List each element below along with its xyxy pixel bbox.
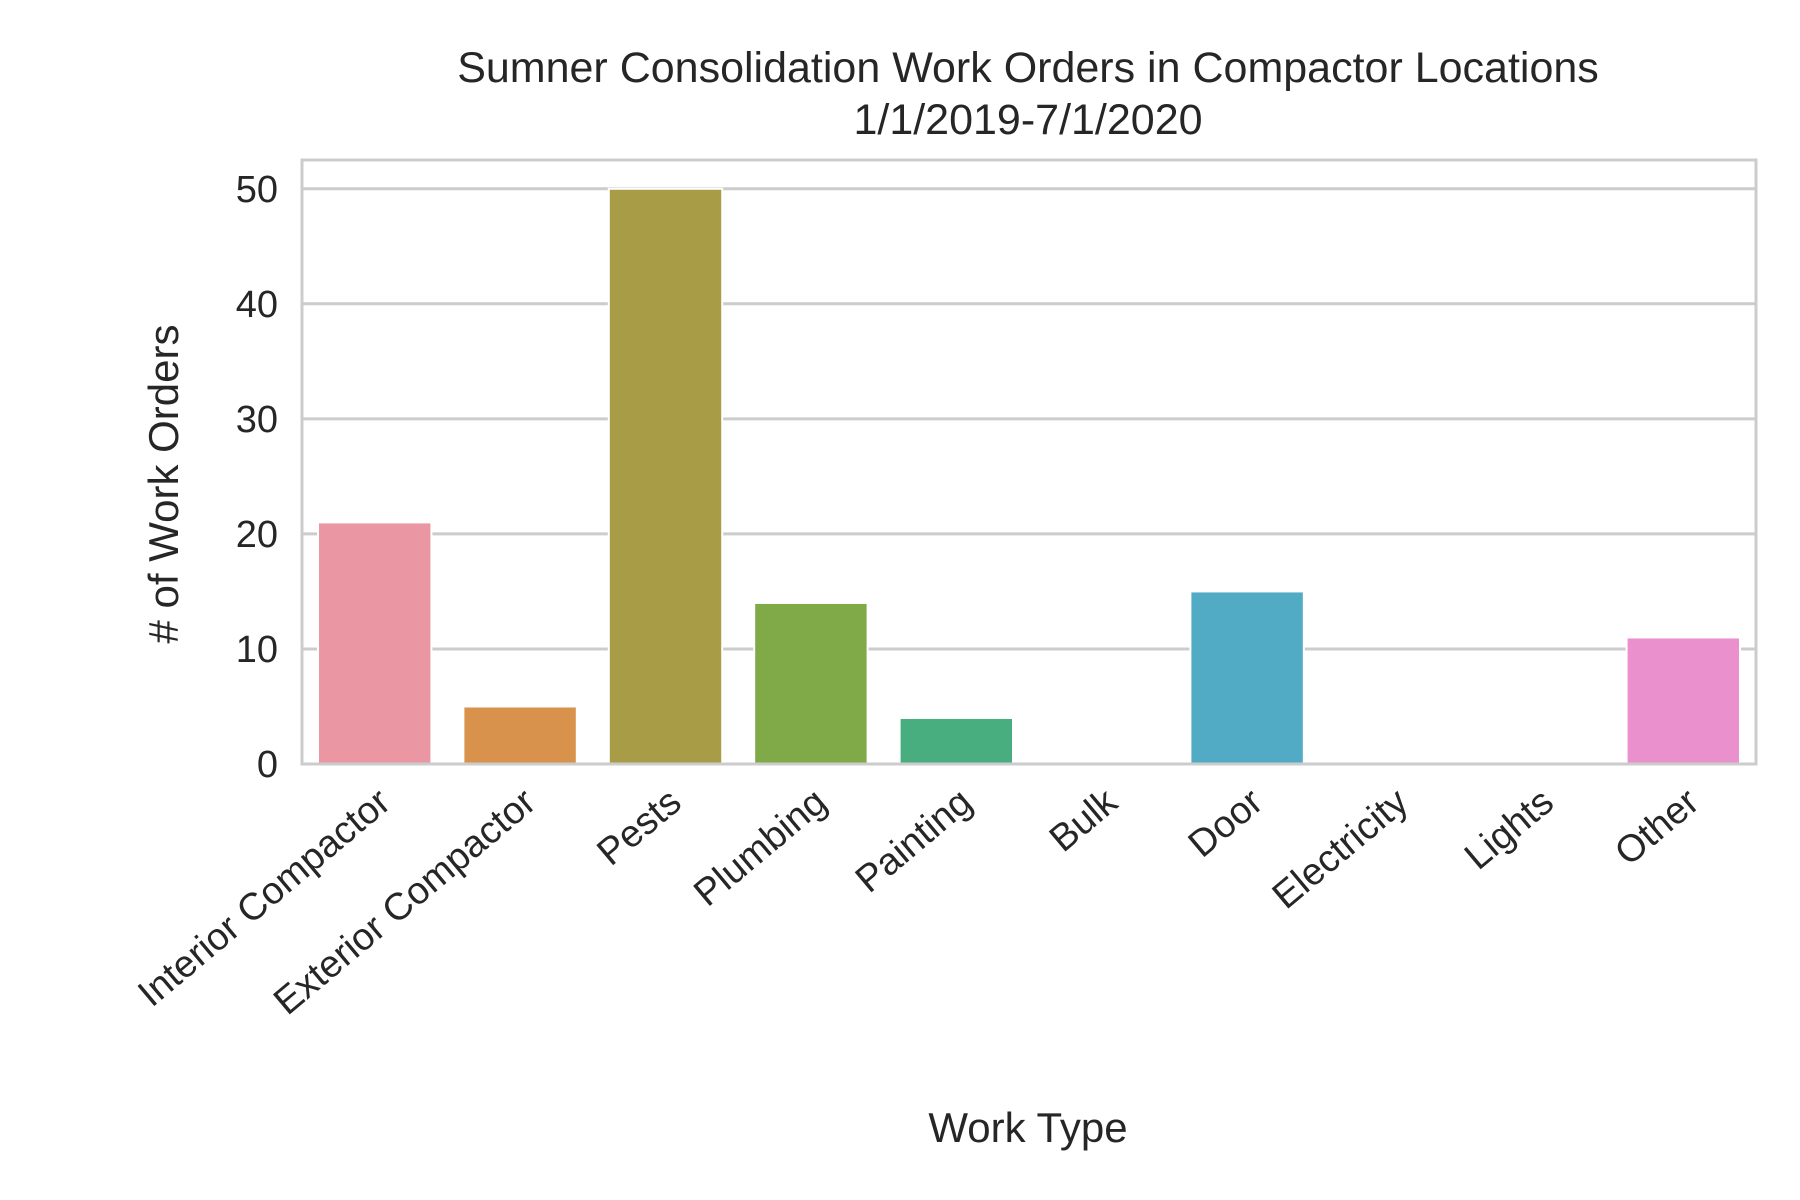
bar-exterior-compactor <box>462 705 578 766</box>
y-tick-label: 0 <box>257 744 278 786</box>
bar-pests <box>607 187 724 765</box>
bar-interior-compactor <box>316 521 433 766</box>
chart-title: Sumner Consolidation Work Orders in Comp… <box>457 44 1599 92</box>
y-tick-label: 10 <box>236 629 278 671</box>
y-tick-label: 30 <box>236 399 278 441</box>
y-axis-ticks: 0 10 20 30 40 50 <box>236 169 278 786</box>
x-axis-label: Work Type <box>928 1104 1127 1151</box>
chart-subtitle: 1/1/2019-7/1/2020 <box>853 96 1202 144</box>
y-tick-label: 50 <box>236 169 278 211</box>
bar-group <box>316 187 1742 766</box>
bar-plumbing <box>753 601 869 766</box>
plot-frame <box>300 158 1758 766</box>
y-axis-label: # of Work Orders <box>140 325 187 644</box>
y-tick-label: 40 <box>236 284 278 326</box>
bar-painting <box>898 716 1015 766</box>
bar-door <box>1189 590 1305 766</box>
bar-other <box>1625 636 1742 766</box>
y-tick-label: 20 <box>236 514 278 556</box>
